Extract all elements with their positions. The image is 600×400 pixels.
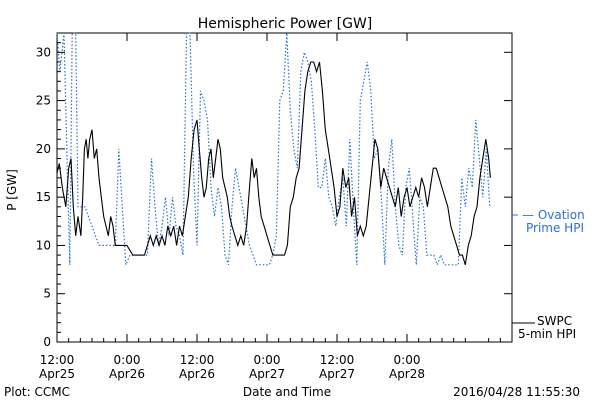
y-tick-label: 25 <box>36 94 51 108</box>
plot-credit: Plot: CCMC <box>4 385 70 399</box>
x-tick-label-date: Apr25 <box>39 367 75 381</box>
x-axis-label: Date and Time <box>243 385 331 399</box>
series-line-ovation <box>56 32 491 267</box>
plot-timestamp: 2016/04/28 11:55:30 <box>453 385 580 399</box>
legend-swpc-line2: 5-min HPI <box>518 327 576 341</box>
y-tick-label: 5 <box>43 287 51 301</box>
x-tick-label-time: 12:00 <box>180 353 215 367</box>
plot-area: 05101520253012:00Apr250:00Apr2612:00Apr2… <box>36 32 513 381</box>
x-tick-label-date: Apr28 <box>389 367 425 381</box>
y-tick-label: 10 <box>36 238 51 252</box>
x-tick-label-time: 12:00 <box>320 353 355 367</box>
y-tick-label: 15 <box>36 190 51 204</box>
chart-title: Hemispheric Power [GW] <box>198 16 373 32</box>
legend-swpc-line1: SWPC <box>537 314 572 328</box>
legend-ovation-line1: — Ovation <box>522 208 585 222</box>
x-tick-label-time: 0:00 <box>254 353 281 367</box>
x-tick-label-time: 0:00 <box>114 353 141 367</box>
y-tick-label: 20 <box>36 142 51 156</box>
x-tick-label-time: 0:00 <box>394 353 421 367</box>
y-tick-label: 30 <box>36 45 51 59</box>
y-tick-label: 0 <box>43 335 51 349</box>
x-tick-label-time: 12:00 <box>40 353 75 367</box>
x-tick-label-date: Apr27 <box>319 367 355 381</box>
x-tick-label-date: Apr26 <box>179 367 215 381</box>
y-axis-label: P [GW] <box>5 169 19 211</box>
series-line-swpc <box>56 61 491 265</box>
legend-ovation-line2: Prime HPI <box>526 221 584 235</box>
x-tick-label-date: Apr26 <box>109 367 145 381</box>
x-tick-label-date: Apr27 <box>249 367 285 381</box>
